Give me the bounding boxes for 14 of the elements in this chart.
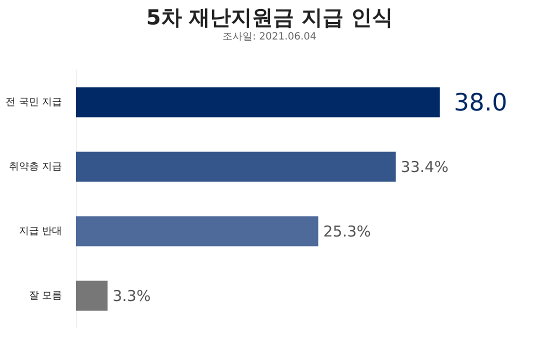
- data-label: 3.3%: [112, 286, 151, 305]
- data-label: 33.4%: [400, 158, 448, 176]
- data-label: 38.0: [454, 88, 508, 116]
- bar: [76, 152, 396, 182]
- y-tick-label: 지급 반대: [18, 226, 62, 237]
- y-tick-label: 잘 모름: [28, 290, 62, 302]
- data-label: 25.3%: [323, 222, 371, 240]
- bar: [76, 280, 108, 311]
- bar: [76, 87, 440, 118]
- y-tick-label: 전 국민 지급: [6, 96, 62, 108]
- chart-title: 5차 재난지원금 지급 인식: [146, 6, 393, 30]
- chart-subtitle: 조사일: 2021.06.04: [222, 32, 316, 42]
- bar: [76, 216, 318, 246]
- y-tick-label: 취약층 지급: [8, 161, 62, 172]
